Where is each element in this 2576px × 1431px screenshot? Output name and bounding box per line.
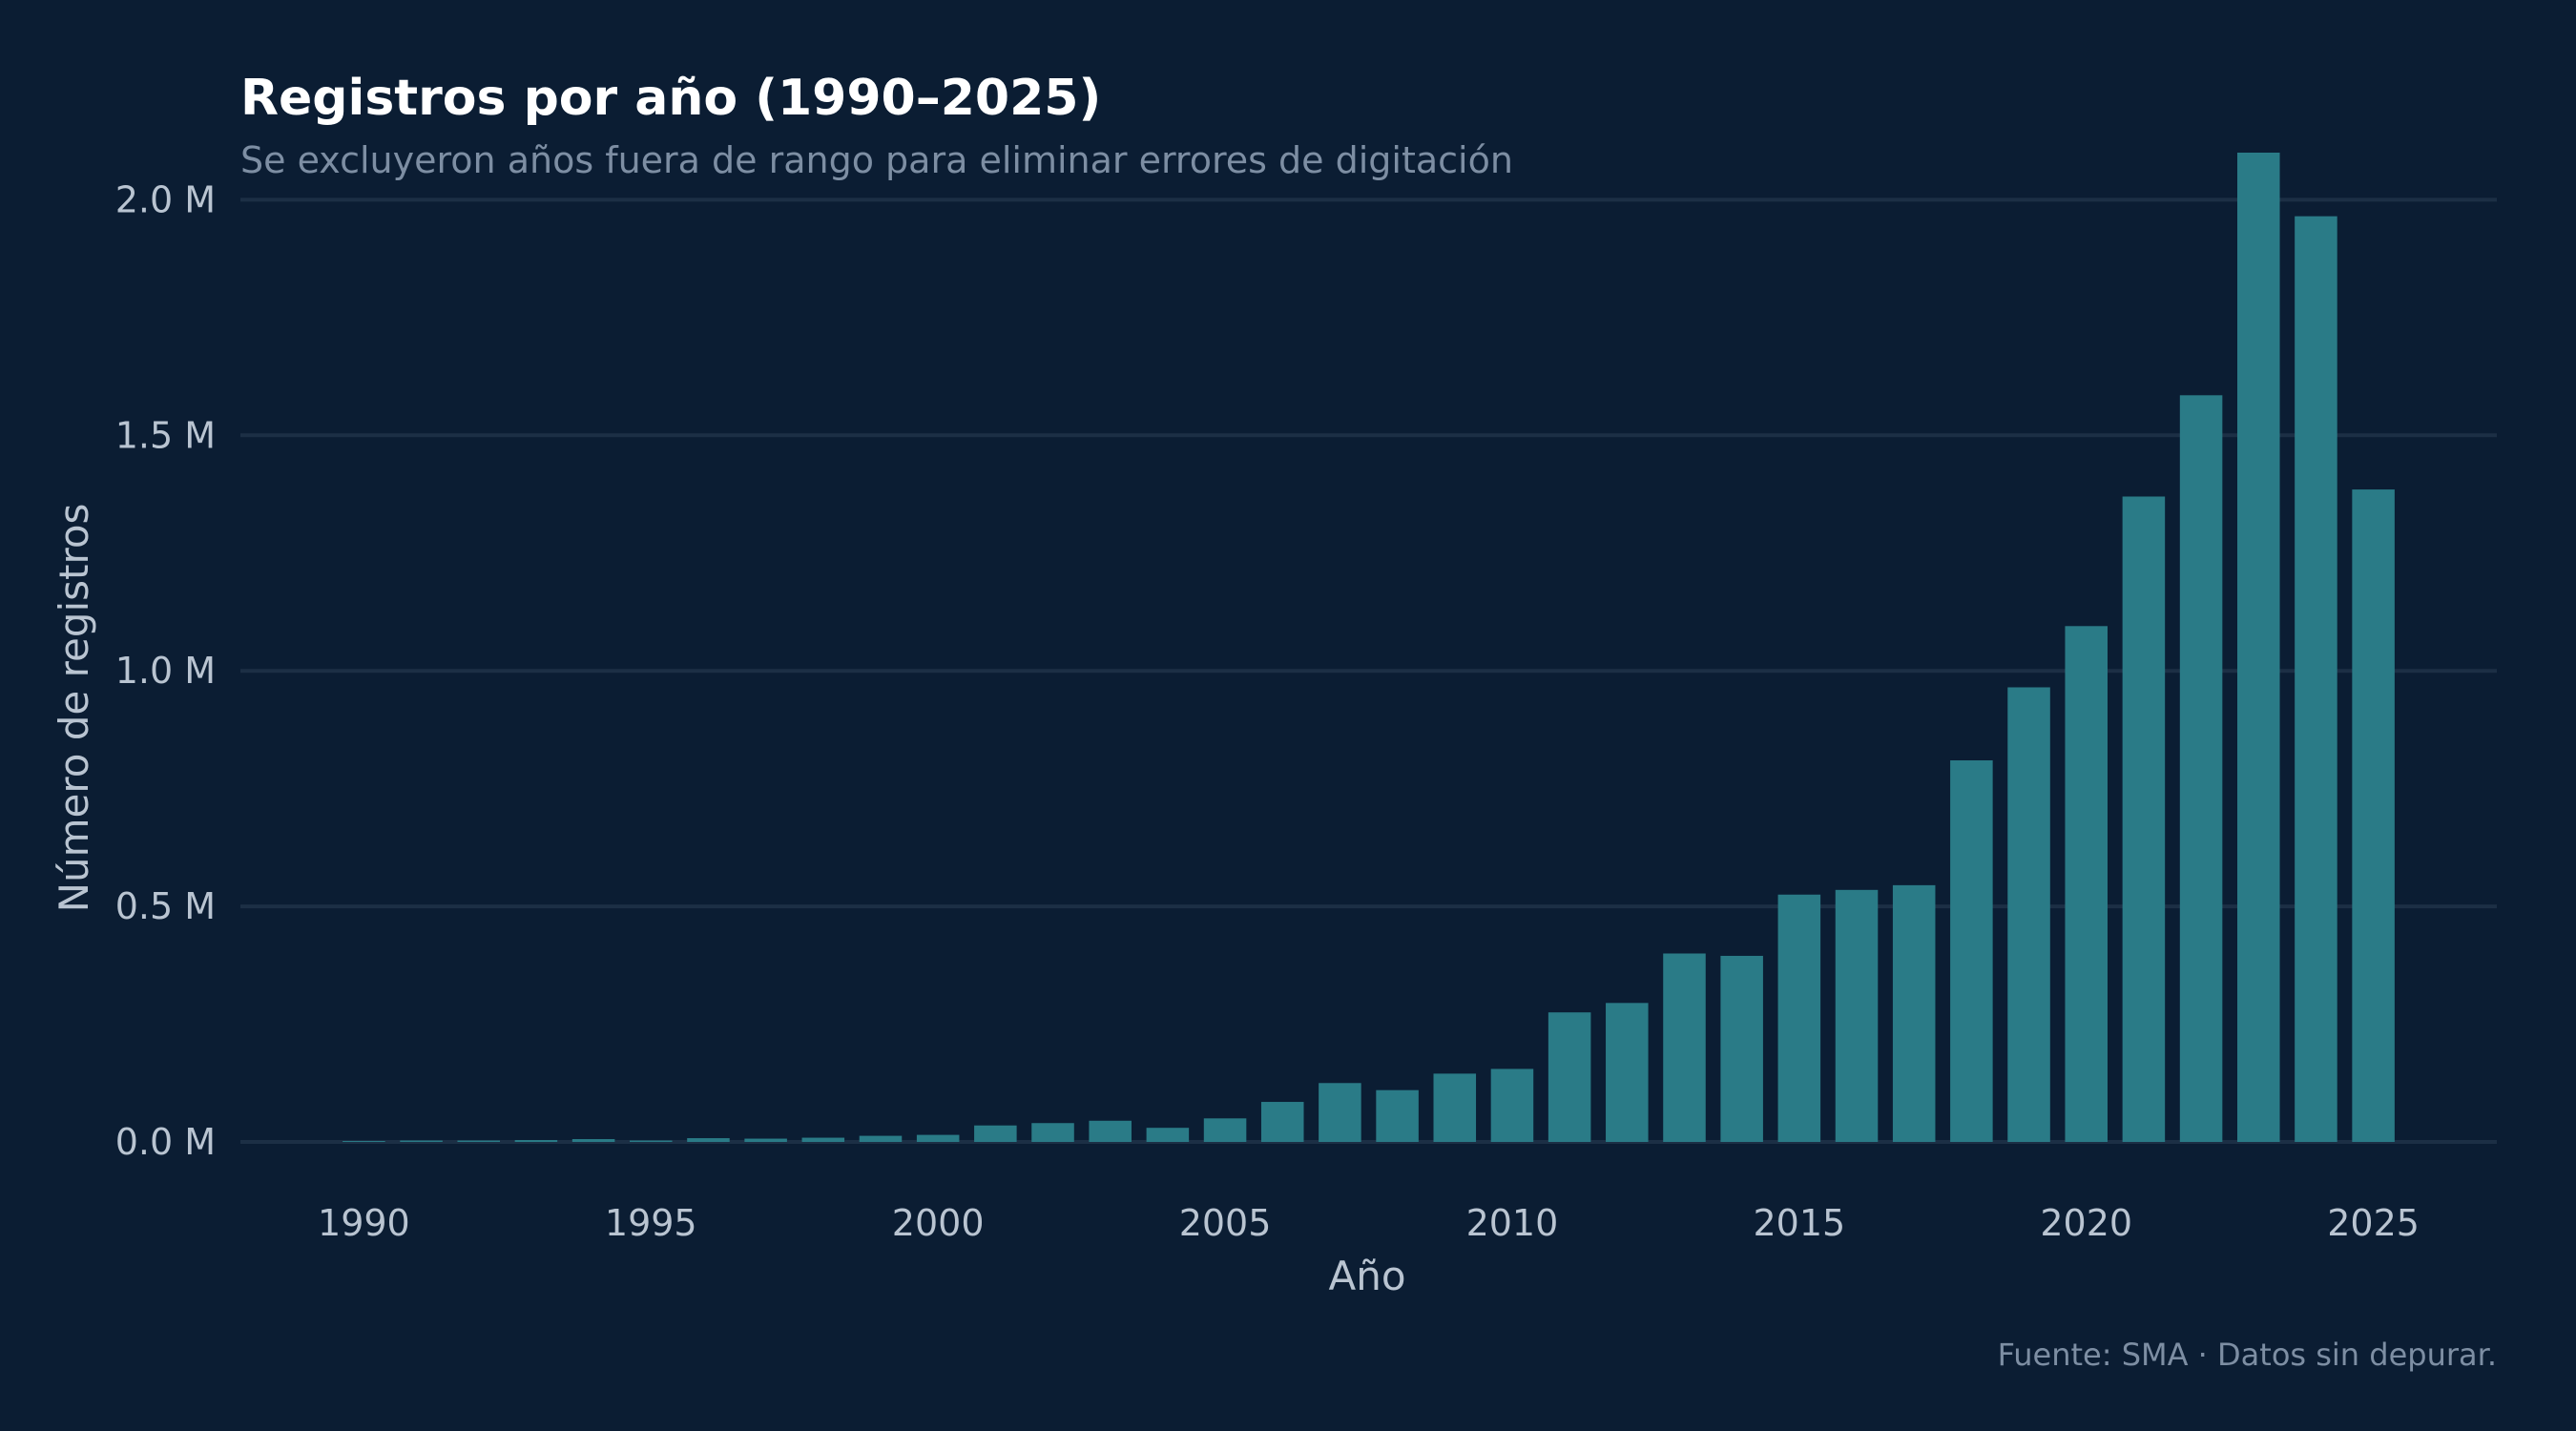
bar-2016 <box>1835 889 1879 1142</box>
bar-1993 <box>514 1140 558 1142</box>
bar-2020 <box>2065 626 2108 1142</box>
bar-2006 <box>1260 1102 1304 1142</box>
bar-2021 <box>2122 496 2166 1142</box>
x-tick-label: 2000 <box>892 1202 985 1244</box>
bar-2022 <box>2179 395 2223 1142</box>
bar-1992 <box>457 1140 501 1142</box>
x-axis-label: Año <box>1328 1253 1405 1299</box>
y-axis-ticks: 0.0 M 0.5 M 1.0 M 1.5 M 2.0 M <box>115 178 216 1163</box>
bar-2018 <box>1950 760 1993 1142</box>
x-axis-ticks: 1990 1995 2000 2005 2010 2015 2020 2025 <box>318 1202 2420 1244</box>
x-tick-label: 2010 <box>1466 1202 1559 1244</box>
bar-2010 <box>1490 1068 1534 1142</box>
bar-1999 <box>859 1135 903 1142</box>
bar-1996 <box>687 1138 730 1142</box>
bar-1998 <box>801 1137 845 1142</box>
x-tick-label: 1995 <box>605 1202 697 1244</box>
bar-2012 <box>1606 1003 1649 1142</box>
bar-2007 <box>1319 1083 1361 1142</box>
bar-2014 <box>1720 955 1763 1142</box>
y-tick-label: 0.0 M <box>115 1121 216 1163</box>
bar-2003 <box>1089 1120 1132 1142</box>
bar-2004 <box>1146 1128 1190 1142</box>
x-tick-label: 2020 <box>2040 1202 2132 1244</box>
bar-2023 <box>2236 153 2280 1142</box>
bar-2005 <box>1203 1118 1247 1142</box>
y-axis-label: Número de registros <box>51 504 97 913</box>
bars <box>343 153 2395 1143</box>
bar-1997 <box>744 1138 787 1142</box>
bar-2011 <box>1548 1012 1591 1142</box>
x-tick-label: 1990 <box>318 1202 410 1244</box>
bar-2013 <box>1663 953 1706 1142</box>
bar-2001 <box>974 1125 1017 1142</box>
y-tick-label: 1.0 M <box>115 650 216 692</box>
bar-2025 <box>2352 489 2395 1142</box>
chart-title: Registros por año (1990–2025) <box>240 70 1101 127</box>
bar-1995 <box>630 1140 673 1142</box>
bar-2002 <box>1031 1123 1074 1142</box>
y-tick-label: 0.5 M <box>115 885 216 927</box>
bar-2019 <box>2007 687 2050 1142</box>
bar-2009 <box>1433 1073 1477 1142</box>
y-tick-label: 1.5 M <box>115 414 216 456</box>
bar-1994 <box>571 1139 615 1142</box>
bar-2015 <box>1777 894 1821 1142</box>
source-note: Fuente: SMA · Datos sin depurar. <box>1998 1337 2497 1373</box>
bar-2017 <box>1892 884 1936 1142</box>
bar-2000 <box>916 1134 960 1142</box>
x-tick-label: 2025 <box>2327 1202 2420 1244</box>
x-tick-label: 2015 <box>1753 1202 1845 1244</box>
bar-1990 <box>343 1141 385 1143</box>
x-tick-label: 2005 <box>1179 1202 1272 1244</box>
bar-2024 <box>2295 216 2337 1142</box>
gridlines <box>240 197 2497 1144</box>
bar-1991 <box>400 1140 443 1142</box>
y-tick-label: 2.0 M <box>115 178 216 220</box>
chart-subtitle: Se excluyeron años fuera de rango para e… <box>240 139 1513 181</box>
bar-2008 <box>1376 1089 1419 1142</box>
